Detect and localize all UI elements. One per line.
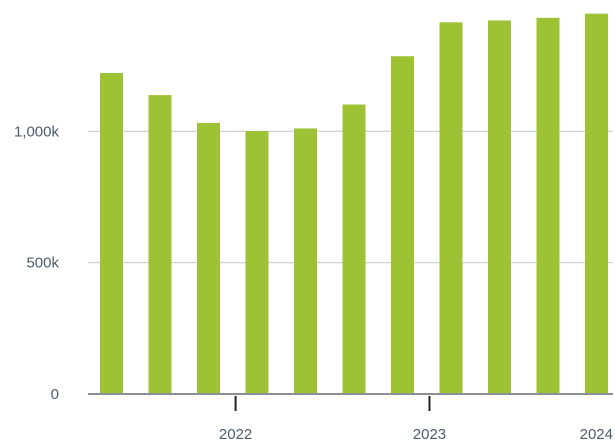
bar bbox=[439, 22, 463, 395]
y-tick-label: 0 bbox=[51, 386, 59, 403]
bar bbox=[488, 20, 511, 394]
x-tick-label: 2024 bbox=[580, 426, 613, 442]
bar bbox=[585, 13, 608, 395]
x-tick-label: 2022 bbox=[219, 426, 252, 442]
bar bbox=[294, 128, 317, 394]
bar bbox=[148, 95, 172, 395]
y-tick-label: 1,000k bbox=[14, 123, 60, 140]
bar bbox=[536, 17, 560, 395]
bar bbox=[100, 73, 123, 394]
bar bbox=[342, 104, 366, 395]
bar bbox=[197, 122, 220, 394]
x-tick-label: 2023 bbox=[413, 426, 446, 442]
y-tick-label: 500k bbox=[26, 255, 59, 272]
bar bbox=[391, 56, 414, 395]
bar bbox=[245, 131, 269, 394]
